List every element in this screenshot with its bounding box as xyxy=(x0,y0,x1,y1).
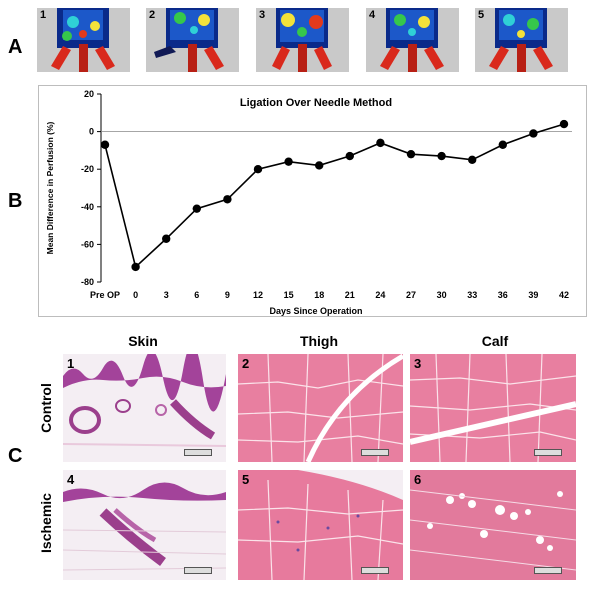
x-tick-label: 3 xyxy=(164,290,169,300)
panel-label-b: B xyxy=(8,190,23,212)
histology-image-number: 6 xyxy=(414,472,422,487)
histology-image-number: 3 xyxy=(414,356,422,371)
scale-bar xyxy=(534,567,562,574)
y-tick-label: 20 xyxy=(84,89,94,99)
data-point xyxy=(376,138,385,148)
histology-image-3: 3 xyxy=(410,354,576,462)
x-tick-label: 27 xyxy=(406,290,416,300)
data-point xyxy=(253,165,263,174)
histology-image-5: 5 xyxy=(238,470,403,580)
perfusion-image-3: 3 xyxy=(256,8,349,72)
scale-bar xyxy=(184,567,212,574)
perfusion-heatmap xyxy=(489,8,553,72)
perfusion-line-chart: Ligation Over Needle Method Mean Differe… xyxy=(45,89,572,316)
perfusion-image-number: 2 xyxy=(149,9,156,21)
row-label-ischemic: Ischemic xyxy=(38,493,54,553)
x-tick-label: 42 xyxy=(559,290,569,300)
perfusion-heatmap xyxy=(51,8,115,72)
data-point xyxy=(315,161,324,170)
data-point xyxy=(559,119,569,129)
x-tick-label: 30 xyxy=(437,290,447,300)
data-point xyxy=(468,155,477,164)
perfusion-heatmap xyxy=(154,8,224,72)
histology-image-4: 4 xyxy=(63,470,226,580)
data-point xyxy=(100,140,110,149)
column-header-calf: Calf xyxy=(481,333,509,349)
data-point xyxy=(284,157,293,166)
data-point xyxy=(223,195,232,204)
y-tick-label: 0 xyxy=(89,127,94,137)
data-point xyxy=(192,204,201,213)
perfusion-image-number: 5 xyxy=(478,9,485,21)
calf-muscle-control xyxy=(410,354,576,462)
data-point xyxy=(437,151,446,161)
chart-y-axis-label: Mean Difference in Perfusion (%) xyxy=(45,121,55,254)
perfusion-heatmap xyxy=(380,8,444,72)
series-line xyxy=(104,123,565,269)
x-tick-label: 33 xyxy=(467,290,477,300)
y-tick-label: -80 xyxy=(81,277,94,287)
panel-label-a: A xyxy=(8,36,23,58)
histology-image-2: 2 xyxy=(238,354,403,462)
perfusion-image-2: 2 xyxy=(146,8,239,72)
data-point xyxy=(498,140,507,149)
scale-bar xyxy=(184,449,212,456)
scale-bar xyxy=(534,449,562,456)
perfusion-heatmap xyxy=(272,8,332,72)
histology-image-number: 2 xyxy=(242,356,250,371)
y-tick-label: -20 xyxy=(81,164,94,174)
chart-x-axis-label: Days Since Operation xyxy=(269,306,362,316)
x-tick-label: 36 xyxy=(498,290,508,300)
x-tick-label: 24 xyxy=(375,290,385,300)
x-tick-label: 15 xyxy=(284,290,294,300)
row-label-control: Control xyxy=(38,383,54,433)
histology-image-1: 1 xyxy=(63,354,226,462)
skin-section-ischemic xyxy=(63,482,226,571)
x-tick-label: 0 xyxy=(133,290,138,300)
column-header-thigh: Thigh xyxy=(299,333,339,349)
y-tick-label: -60 xyxy=(81,239,94,249)
x-tick-label: 39 xyxy=(528,290,538,300)
data-point xyxy=(345,151,354,161)
perfusion-image-1: 1 xyxy=(37,8,130,72)
perfusion-image-4: 4 xyxy=(366,8,459,72)
column-header-skin: Skin xyxy=(128,333,158,349)
histology-image-number: 1 xyxy=(67,356,75,371)
perfusion-chart-frame: Ligation Over Needle Method Mean Differe… xyxy=(38,85,587,317)
scale-bar xyxy=(361,567,389,574)
perfusion-image-number: 1 xyxy=(40,9,47,21)
chart-series xyxy=(100,119,569,272)
x-tick-label: 18 xyxy=(314,290,324,300)
perfusion-image-number: 4 xyxy=(369,9,376,21)
histology-image-number: 5 xyxy=(242,472,250,487)
data-point xyxy=(162,234,171,243)
histology-image-6: 6 xyxy=(410,470,576,580)
x-tick-label: 21 xyxy=(345,290,355,300)
data-point xyxy=(131,262,140,272)
skin-section-control xyxy=(63,354,226,447)
x-tick-label: 9 xyxy=(225,290,230,300)
x-tick-label: 6 xyxy=(194,290,199,300)
x-tick-label: Pre OP xyxy=(90,290,120,300)
x-tick-label: 12 xyxy=(253,290,263,300)
y-tick-label: -40 xyxy=(81,202,94,212)
scale-bar xyxy=(361,449,389,456)
perfusion-image-number: 3 xyxy=(259,9,266,21)
histology-image-number: 4 xyxy=(67,472,75,487)
chart-title: Ligation Over Needle Method xyxy=(240,97,392,109)
thigh-muscle-control xyxy=(238,354,403,462)
calf-muscle-ischemic xyxy=(410,489,576,571)
panel-label-c: C xyxy=(8,445,23,467)
thigh-muscle-ischemic xyxy=(238,470,403,580)
perfusion-image-5: 5 xyxy=(475,8,568,72)
data-point xyxy=(529,129,538,138)
data-point xyxy=(406,149,416,159)
